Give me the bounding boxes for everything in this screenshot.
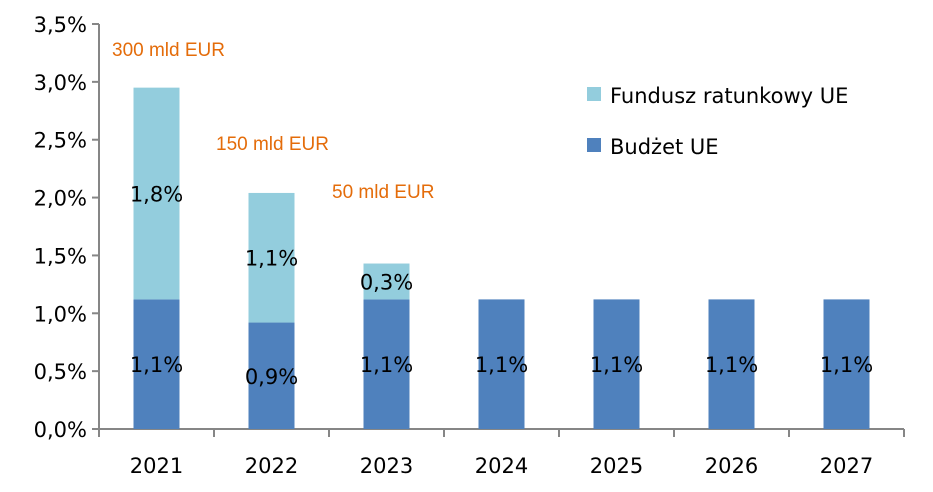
annotation: 300 mld EUR xyxy=(112,40,225,61)
annotation: 150 mld EUR xyxy=(216,134,329,155)
bar-budzet xyxy=(708,299,755,429)
x-tick-label: 2022 xyxy=(245,454,298,478)
data-label: 1,1% xyxy=(360,353,413,377)
legend-label-budzet: Budżet UE xyxy=(610,135,719,159)
data-label: 1,1% xyxy=(245,247,298,271)
y-tick-label: 0,0% xyxy=(34,418,87,442)
legend-label-fundusz: Fundusz ratunkowy UE xyxy=(610,84,848,108)
bar-budzet xyxy=(593,299,640,429)
data-label: 1,1% xyxy=(590,353,643,377)
data-label: 1,1% xyxy=(820,353,873,377)
bar-budzet xyxy=(478,299,525,429)
bar-budzet xyxy=(363,299,410,429)
x-tick-label: 2027 xyxy=(820,454,873,478)
bar-budzet xyxy=(133,299,180,429)
y-tick-label: 2,5% xyxy=(34,129,87,153)
x-tick-label: 2024 xyxy=(475,454,528,478)
bar-budzet xyxy=(823,299,870,429)
y-tick-label: 3,0% xyxy=(34,71,87,95)
data-label: 0,9% xyxy=(245,365,298,389)
bar-fundusz xyxy=(133,87,180,300)
y-tick-label: 1,0% xyxy=(34,302,87,326)
data-label: 1,1% xyxy=(475,353,528,377)
bar-budzet xyxy=(248,322,295,429)
y-tick-label: 2,0% xyxy=(34,187,87,211)
bar-fundusz xyxy=(248,192,295,323)
annotation: 50 mld EUR xyxy=(332,182,434,203)
legend-swatch-fundusz xyxy=(587,87,601,101)
data-label: 1,8% xyxy=(130,183,183,207)
bar-fundusz xyxy=(363,263,410,300)
data-label: 1,1% xyxy=(705,353,758,377)
y-tick-label: 1,5% xyxy=(34,244,87,268)
data-label: 1,1% xyxy=(130,353,183,377)
x-tick-label: 2026 xyxy=(705,454,758,478)
x-tick-label: 2021 xyxy=(130,454,183,478)
data-label: 0,3% xyxy=(360,270,413,294)
y-tick-label: 0,5% xyxy=(34,360,87,384)
x-tick-label: 2025 xyxy=(590,454,643,478)
legend-swatch-budzet xyxy=(587,138,601,152)
y-tick-label: 3,5% xyxy=(34,13,87,37)
x-tick-label: 2023 xyxy=(360,454,413,478)
